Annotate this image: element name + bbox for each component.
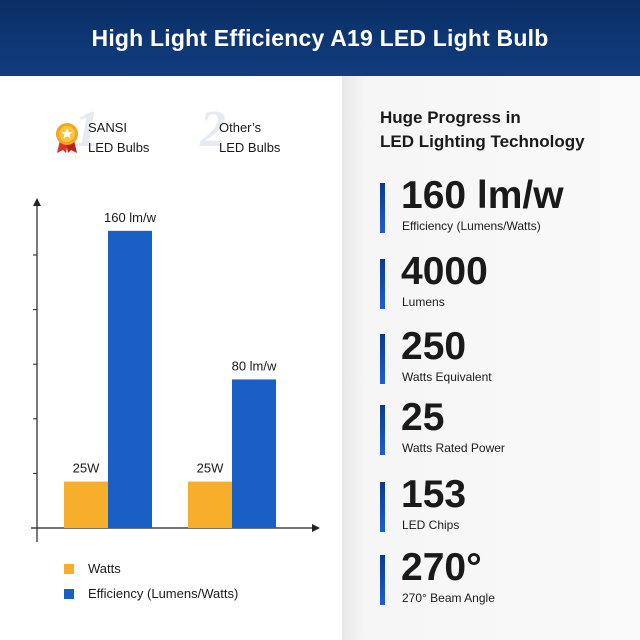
stat-label: Efficiency (Lumens/Watts) (402, 219, 541, 233)
stat-label: LED Chips (402, 518, 460, 532)
legend-item-efficiency: Efficiency (Lumens/Watts) (64, 586, 238, 601)
comparison-panel (0, 76, 342, 640)
rank-number-2: 2 (200, 101, 226, 158)
data-label: 160 lm/w (104, 210, 157, 225)
brand-others-name: Other’s (219, 120, 262, 135)
stat-rated-power: 25 Watts Rated Power (380, 396, 635, 463)
bar-efficiency-1 (108, 230, 152, 528)
stat-beam-angle: 270° 270° Beam Angle (380, 546, 635, 613)
brand-sansi-name: SANSI (88, 120, 128, 135)
stat-value: 25 (401, 396, 445, 439)
stat-accent-bar (380, 482, 385, 532)
brand-sansi: SANSI LED Bulbs (88, 118, 149, 158)
stat-lumens: 4000 Lumens (380, 250, 635, 317)
stat-accent-bar (380, 405, 385, 455)
stat-led-chips: 153 LED Chips (380, 473, 635, 540)
y-axis-arrow (33, 198, 41, 206)
stat-accent-bar (380, 259, 385, 309)
stat-label: Watts Equivalent (402, 370, 492, 384)
bar-efficiency-2 (232, 379, 276, 528)
stat-watts-equivalent: 250 Watts Equivalent (380, 325, 635, 392)
stat-accent-bar (380, 183, 385, 233)
stat-label: 270° Beam Angle (402, 591, 495, 605)
bar-watts-1 (64, 481, 108, 528)
stat-value: 160 lm/w (401, 174, 564, 217)
data-label: 80 lm/w (232, 358, 277, 373)
stat-label: Lumens (402, 295, 445, 309)
header-banner: High Light Efficiency A19 LED Light Bulb (0, 0, 640, 76)
legend-item-watts: Watts (64, 561, 121, 576)
stat-label: Watts Rated Power (402, 441, 505, 455)
medal-icon (56, 123, 78, 153)
data-label: 25W (73, 461, 100, 476)
brand-others-sub: LED Bulbs (219, 140, 281, 155)
stat-accent-bar (380, 555, 385, 605)
brand-sansi-sub: LED Bulbs (88, 140, 150, 155)
legend-label-watts: Watts (88, 561, 121, 576)
legend-label-efficiency: Efficiency (Lumens/Watts) (88, 586, 239, 601)
stat-accent-bar (380, 334, 385, 384)
rank-number-1: 1 (74, 101, 100, 158)
specs-heading: Huge Progress in LED Lighting Technology (380, 106, 630, 154)
specs-heading-line2: LED Lighting Technology (380, 132, 585, 151)
stat-value: 270° (401, 546, 482, 589)
data-label: 25W (197, 461, 224, 476)
bar-chart: 25W 160 lm/w 25W 80 lm/w (31, 198, 320, 542)
legend-swatch-efficiency (64, 588, 74, 599)
specs-panel (342, 76, 640, 640)
specs-heading-line1: Huge Progress in (380, 108, 521, 127)
bar-watts-2 (188, 481, 232, 528)
stat-value: 153 (401, 473, 467, 516)
page-title: High Light Efficiency A19 LED Light Bulb (91, 24, 549, 51)
stat-value: 4000 (401, 250, 488, 293)
stat-efficiency: 160 lm/w Efficiency (Lumens/Watts) (380, 174, 635, 241)
brand-others: Other’s LED Bulbs (219, 118, 280, 158)
stat-value: 250 (401, 325, 467, 368)
x-axis-arrow (312, 524, 320, 532)
legend-swatch-watts (64, 563, 74, 574)
